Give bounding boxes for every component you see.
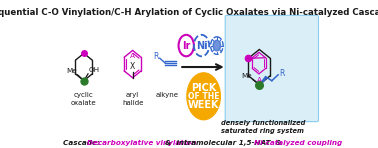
Text: R: R xyxy=(279,69,284,78)
Text: R: R xyxy=(154,52,159,61)
Text: Sequential C-O Vinylation/C-H Arylation of Cyclic Oxalates via Ni-catalyzed Casc: Sequential C-O Vinylation/C-H Arylation … xyxy=(0,8,378,17)
Text: X: X xyxy=(130,62,135,71)
Text: Me: Me xyxy=(242,73,253,79)
Text: aryl
halide: aryl halide xyxy=(122,92,143,106)
Text: Ir: Ir xyxy=(182,41,191,51)
Text: A: A xyxy=(257,77,262,83)
Text: Ni: Ni xyxy=(196,41,208,51)
Text: OH: OH xyxy=(89,67,100,73)
Text: Cascade:: Cascade: xyxy=(63,140,102,146)
Text: densely functionalized
saturated ring system: densely functionalized saturated ring sy… xyxy=(221,120,305,134)
Text: A: A xyxy=(130,53,135,59)
Text: Me: Me xyxy=(66,68,77,74)
Text: alkyne: alkyne xyxy=(156,92,179,98)
Text: Ni-catalyzed coupling: Ni-catalyzed coupling xyxy=(254,140,342,146)
Circle shape xyxy=(213,40,221,51)
Text: &  intramolecular 1,5-HAT  &: & intramolecular 1,5-HAT & xyxy=(160,140,287,146)
Text: OF THE: OF THE xyxy=(188,92,219,101)
FancyBboxPatch shape xyxy=(225,15,319,122)
Text: PICK: PICK xyxy=(191,82,216,92)
Text: WEEK: WEEK xyxy=(188,100,219,110)
Text: Decarboxylative vinylation: Decarboxylative vinylation xyxy=(87,140,196,146)
Text: cyclic
oxalate: cyclic oxalate xyxy=(71,92,97,106)
Circle shape xyxy=(187,73,220,120)
